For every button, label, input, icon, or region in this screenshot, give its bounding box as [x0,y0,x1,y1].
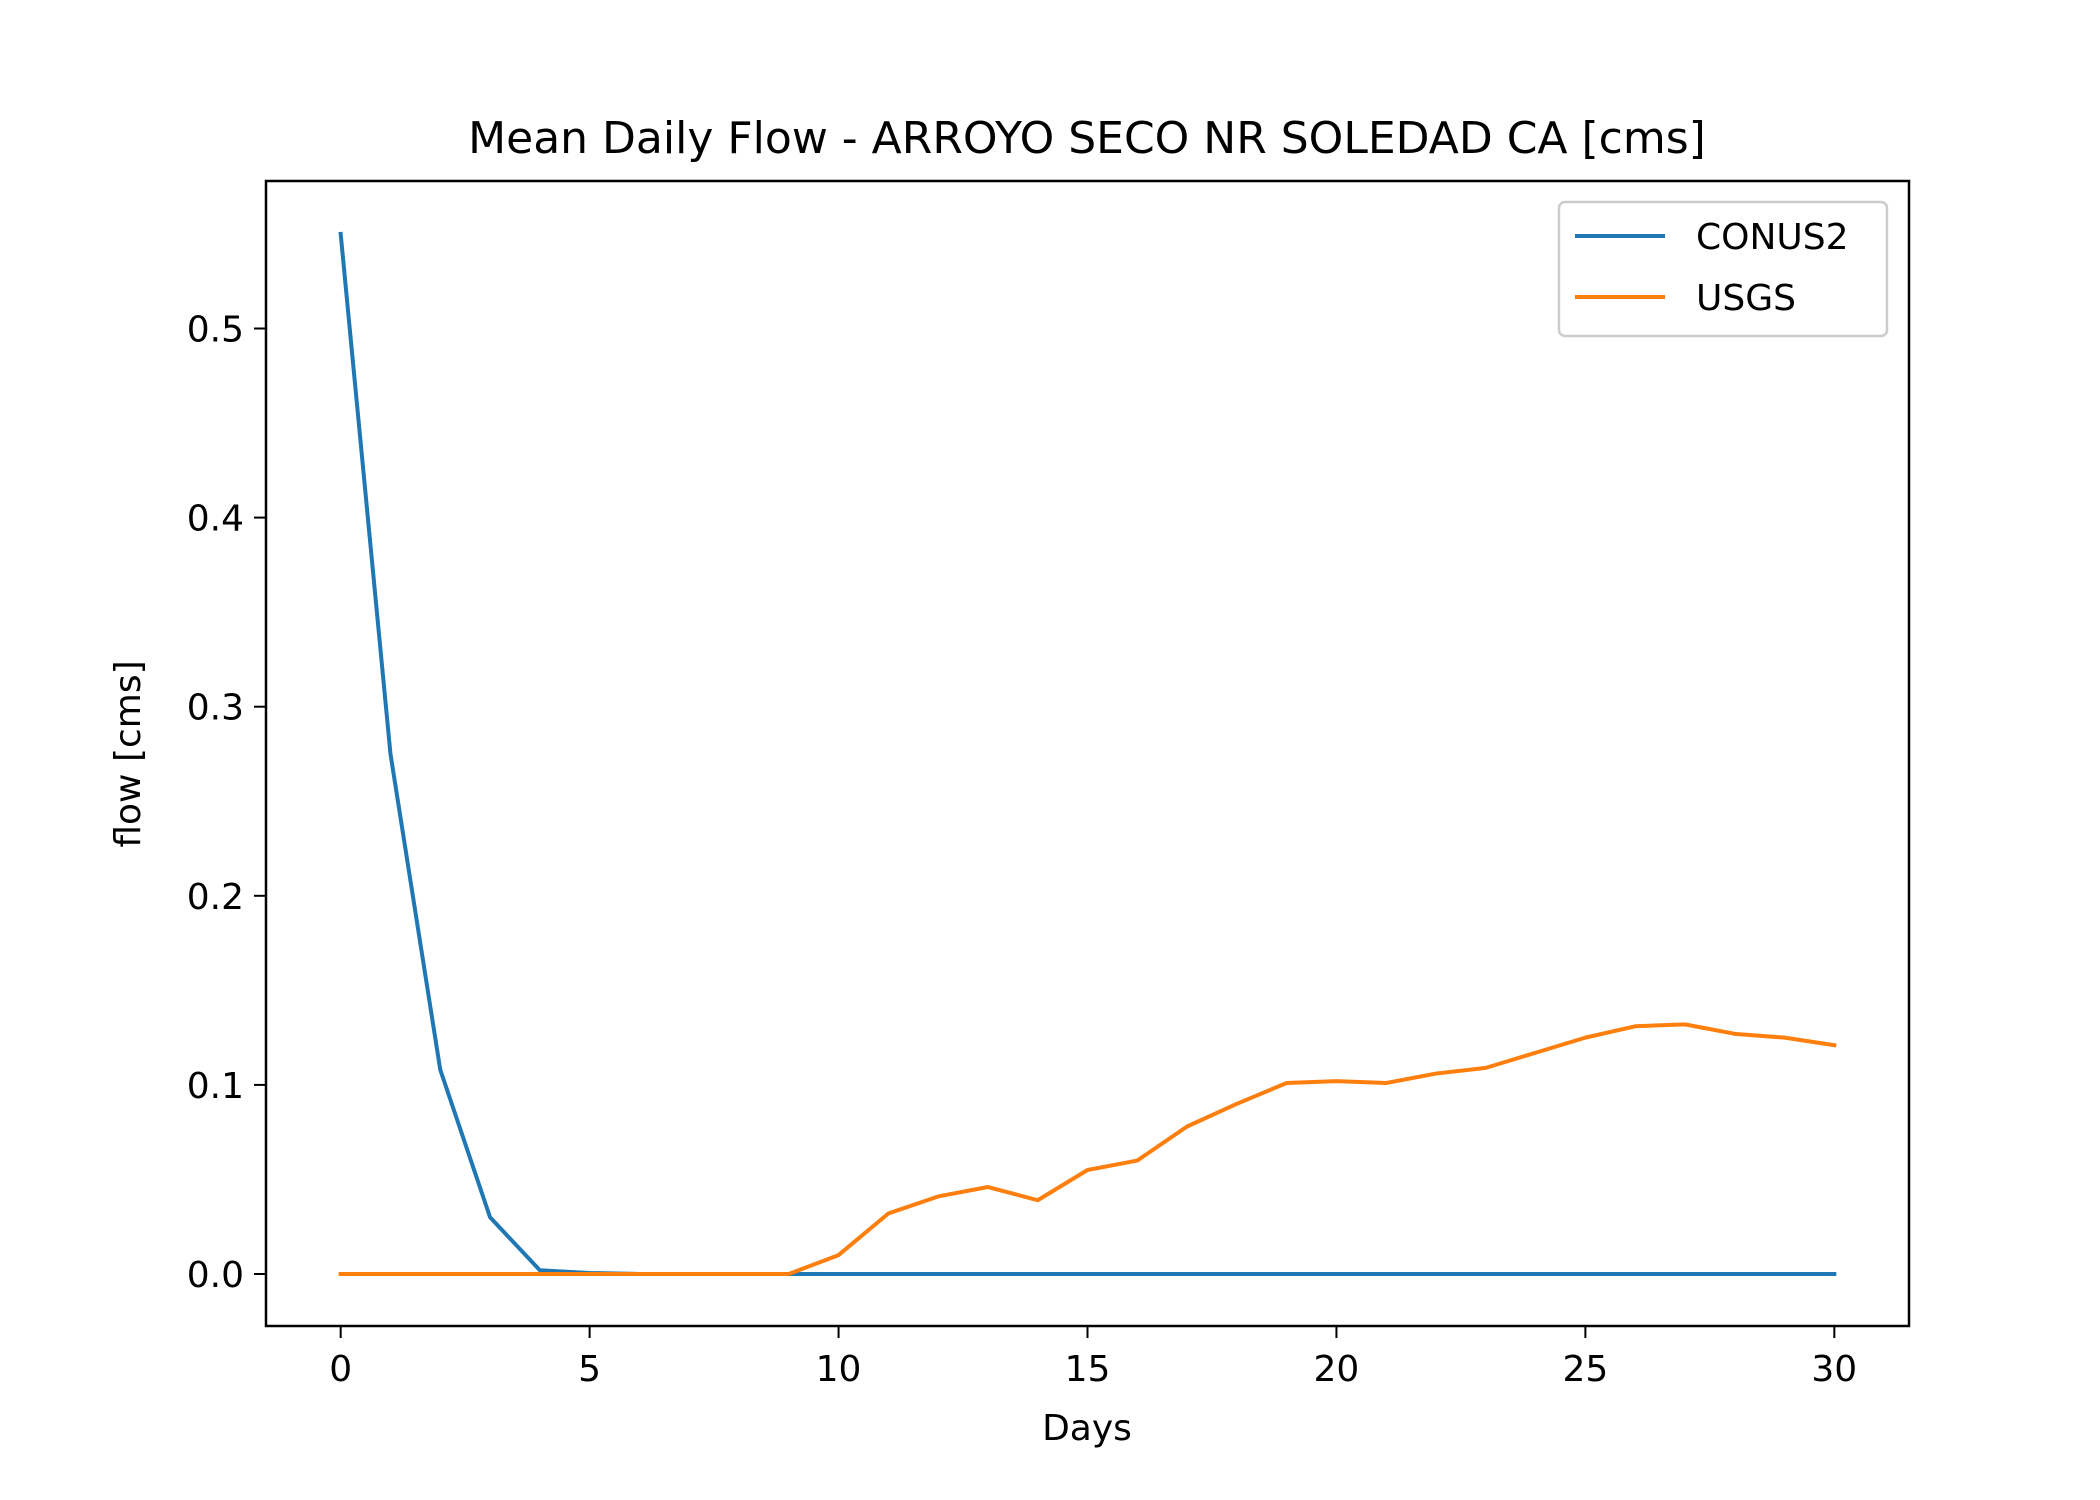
x-axis-label: Days [1042,1408,1132,1449]
series-layer [338,231,1837,1276]
y-tick-label-3: 0.3 [187,688,244,729]
x-tick-label-4: 20 [1314,1349,1360,1390]
legend-label-conus2: CONUS2 [1696,217,1849,258]
legend-label-usgs: USGS [1696,278,1796,319]
series-line-usgs [338,1022,1837,1276]
series-line-conus2 [338,231,1837,1276]
x-tick-label-1: 5 [578,1349,601,1390]
legend: CONUS2 USGS [1557,200,1889,338]
chart-title: Mean Daily Flow - ARROYO SECO NR SOLEDAD… [468,113,1706,164]
x-tick-label-0: 0 [329,1349,352,1390]
y-tick-label-2: 0.2 [187,877,244,918]
y-tick-label-5: 0.5 [187,309,244,350]
y-tick-label-4: 0.4 [187,499,244,540]
x-tick-label-6: 30 [1811,1349,1857,1390]
x-tick-label-2: 10 [816,1349,862,1390]
y-tick-label-1: 0.1 [187,1066,244,1107]
x-tick-label-3: 15 [1065,1349,1111,1390]
y-tick-label-0: 0.0 [187,1255,244,1296]
y-axis-ticks: 0.0 0.1 0.2 0.3 0.4 0.5 [187,309,266,1296]
x-axis-ticks: 0 5 10 15 20 25 30 [329,1326,1857,1390]
plot-area-frame [264,179,1911,1328]
y-axis-label: flow [cms] [108,660,149,847]
legend-entries: CONUS2 USGS [1575,217,1849,319]
x-tick-label-5: 25 [1562,1349,1608,1390]
